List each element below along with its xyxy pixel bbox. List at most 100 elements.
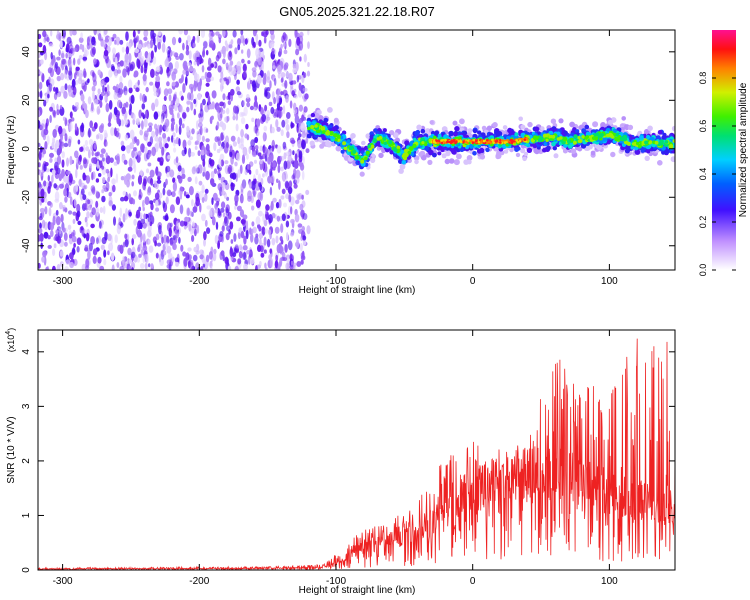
noise-mark [216,148,221,154]
track-mark [621,116,626,121]
noise-mark [68,53,72,58]
noise-mark [221,45,226,55]
track-mark [310,125,315,129]
noise-mark [152,33,157,38]
track-mark [615,132,619,137]
track-mark [313,112,320,119]
noise-mark [69,196,73,206]
track-mark [396,145,401,150]
noise-mark [157,41,162,50]
noise-mark [279,155,282,162]
noise-mark [210,178,215,186]
track-mark [310,112,316,118]
track-mark [325,130,330,136]
noise-mark [128,52,132,63]
noise-mark [116,262,120,268]
noise-mark [302,156,305,165]
noise-mark [150,203,154,211]
noise-mark [40,188,45,198]
noise-mark [205,82,210,87]
track-mark [612,128,617,134]
noise-mark [112,47,116,55]
noise-mark [71,235,77,243]
noise-mark [230,39,234,45]
noise-mark [166,68,171,77]
noise-mark [193,82,197,92]
track-mark [569,121,575,128]
noise-mark [134,48,140,54]
noise-mark [205,170,210,181]
noise-mark [280,223,284,234]
noise-mark [246,153,249,160]
noise-mark [186,127,192,136]
noise-mark [182,251,187,257]
noise-mark [263,249,267,254]
noise-mark [65,259,71,266]
noise-mark [184,147,187,155]
noise-mark [204,71,208,80]
noise-mark [107,233,112,242]
noise-mark [85,221,89,227]
noise-mark [56,30,60,41]
noise-mark [46,265,50,270]
noise-mark [205,128,209,133]
noise-mark [215,201,219,208]
noise-mark [104,95,107,102]
track-mark [573,134,578,139]
noise-mark [243,70,247,78]
noise-mark [93,122,98,130]
track-mark [454,126,460,132]
noise-mark [300,259,304,265]
noise-mark [48,83,53,92]
noise-mark [233,233,237,242]
track-mark [549,134,554,139]
noise-mark [175,97,180,107]
noise-mark [64,207,68,213]
noise-mark [135,87,140,93]
noise-mark [59,202,63,210]
noise-mark [239,138,243,144]
noise-mark [78,37,84,43]
noise-mark [262,146,268,156]
noise-mark [69,30,73,37]
noise-mark [85,265,90,270]
noise-mark [142,222,147,229]
track-mark [459,118,465,125]
noise-mark [114,127,117,137]
track-mark [319,143,325,149]
noise-mark [54,198,60,203]
noise-mark [125,101,129,108]
track-mark [496,150,502,157]
noise-mark [203,231,207,241]
noise-mark [194,71,198,82]
noise-mark [208,251,213,260]
track-mark [369,147,373,151]
noise-mark [142,181,147,191]
noise-mark [127,247,132,256]
noise-mark [63,188,67,197]
noise-mark [259,191,264,202]
noise-mark [251,221,255,227]
noise-mark [95,134,100,140]
track-mark [639,135,644,140]
noise-mark [188,223,192,232]
noise-mark [179,53,184,61]
noise-mark [269,186,273,196]
noise-mark [112,33,117,39]
noise-mark [97,69,102,76]
track-mark [514,132,519,137]
noise-mark [59,39,63,49]
noise-mark [62,205,66,210]
noise-mark [156,139,160,149]
track-mark [427,159,433,165]
noise-mark [119,39,124,45]
noise-mark [132,155,136,165]
noise-mark [64,83,68,91]
noise-mark [232,30,237,38]
noise-mark [90,48,96,57]
track-mark [522,156,527,162]
noise-mark [229,247,234,257]
track-mark [378,136,383,140]
track-mark [621,136,626,141]
noise-mark [172,243,177,251]
